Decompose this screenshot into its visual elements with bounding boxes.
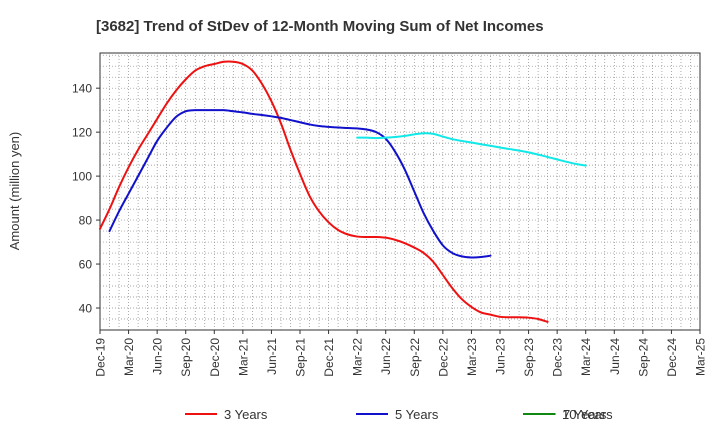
x-tick-label: Sep-20 [179, 338, 193, 377]
x-tick-label: Dec-21 [322, 338, 336, 377]
x-axis-ticks: Dec-19 Mar-20 Jun-20 Sep-20 Dec-20 Mar-21 Jun-… [94, 330, 708, 377]
y-axis-ticks: 40 60 80 100 120 140 [72, 82, 100, 316]
x-tick-label: Jun-23 [494, 338, 508, 375]
x-tick-label: Mar-24 [579, 338, 593, 376]
legend-item-3-years: 3 Years [185, 407, 268, 422]
series-lines [99, 60, 587, 323]
y-axis-label: Amount (million yen) [7, 132, 22, 251]
legend-label: 10 Years [562, 407, 613, 422]
x-tick-label: Jun-24 [608, 338, 622, 375]
y-tick-label: 120 [72, 126, 92, 140]
legend-label: 5 Years [395, 407, 439, 422]
x-tick-label: Mar-22 [351, 338, 365, 376]
y-tick-label: 80 [79, 214, 93, 228]
grid-lines [100, 53, 700, 330]
x-tick-label: Dec-23 [551, 338, 565, 377]
y-tick-label: 100 [72, 170, 92, 184]
x-tick-label: Mar-23 [465, 338, 479, 376]
x-tick-label: Sep-23 [522, 338, 536, 377]
x-tick-label: Mar-25 [694, 338, 708, 376]
x-tick-label: Jun-20 [151, 338, 165, 375]
legend-item-10-years: 10 Years [523, 407, 613, 422]
x-tick-label: Jun-22 [379, 338, 393, 375]
x-tick-label: Dec-22 [436, 338, 450, 377]
x-tick-label: Mar-21 [236, 338, 250, 376]
legend-item-5-years: 5 Years [356, 407, 439, 422]
legend-label: 3 Years [224, 407, 268, 422]
series-line-7-years [356, 132, 587, 167]
y-tick-label: 140 [72, 82, 92, 96]
chart-title: [3682] Trend of StDev of 12-Month Moving… [96, 18, 544, 35]
x-tick-label: Dec-19 [94, 338, 108, 377]
x-tick-label: Dec-20 [208, 338, 222, 377]
x-tick-label: Dec-24 [665, 338, 679, 377]
x-tick-label: Mar-20 [122, 338, 136, 376]
x-tick-label: Sep-24 [636, 338, 650, 377]
series-line-3-years [99, 60, 549, 323]
x-tick-label: Sep-22 [408, 338, 422, 377]
series-line-5-years [108, 109, 492, 259]
x-tick-label: Sep-21 [294, 338, 308, 377]
y-tick-label: 60 [79, 258, 93, 272]
y-tick-label: 40 [79, 302, 93, 316]
legend-label: 7 Years [563, 407, 607, 422]
x-tick-label: Jun-21 [265, 338, 279, 375]
plot-area [99, 52, 701, 331]
